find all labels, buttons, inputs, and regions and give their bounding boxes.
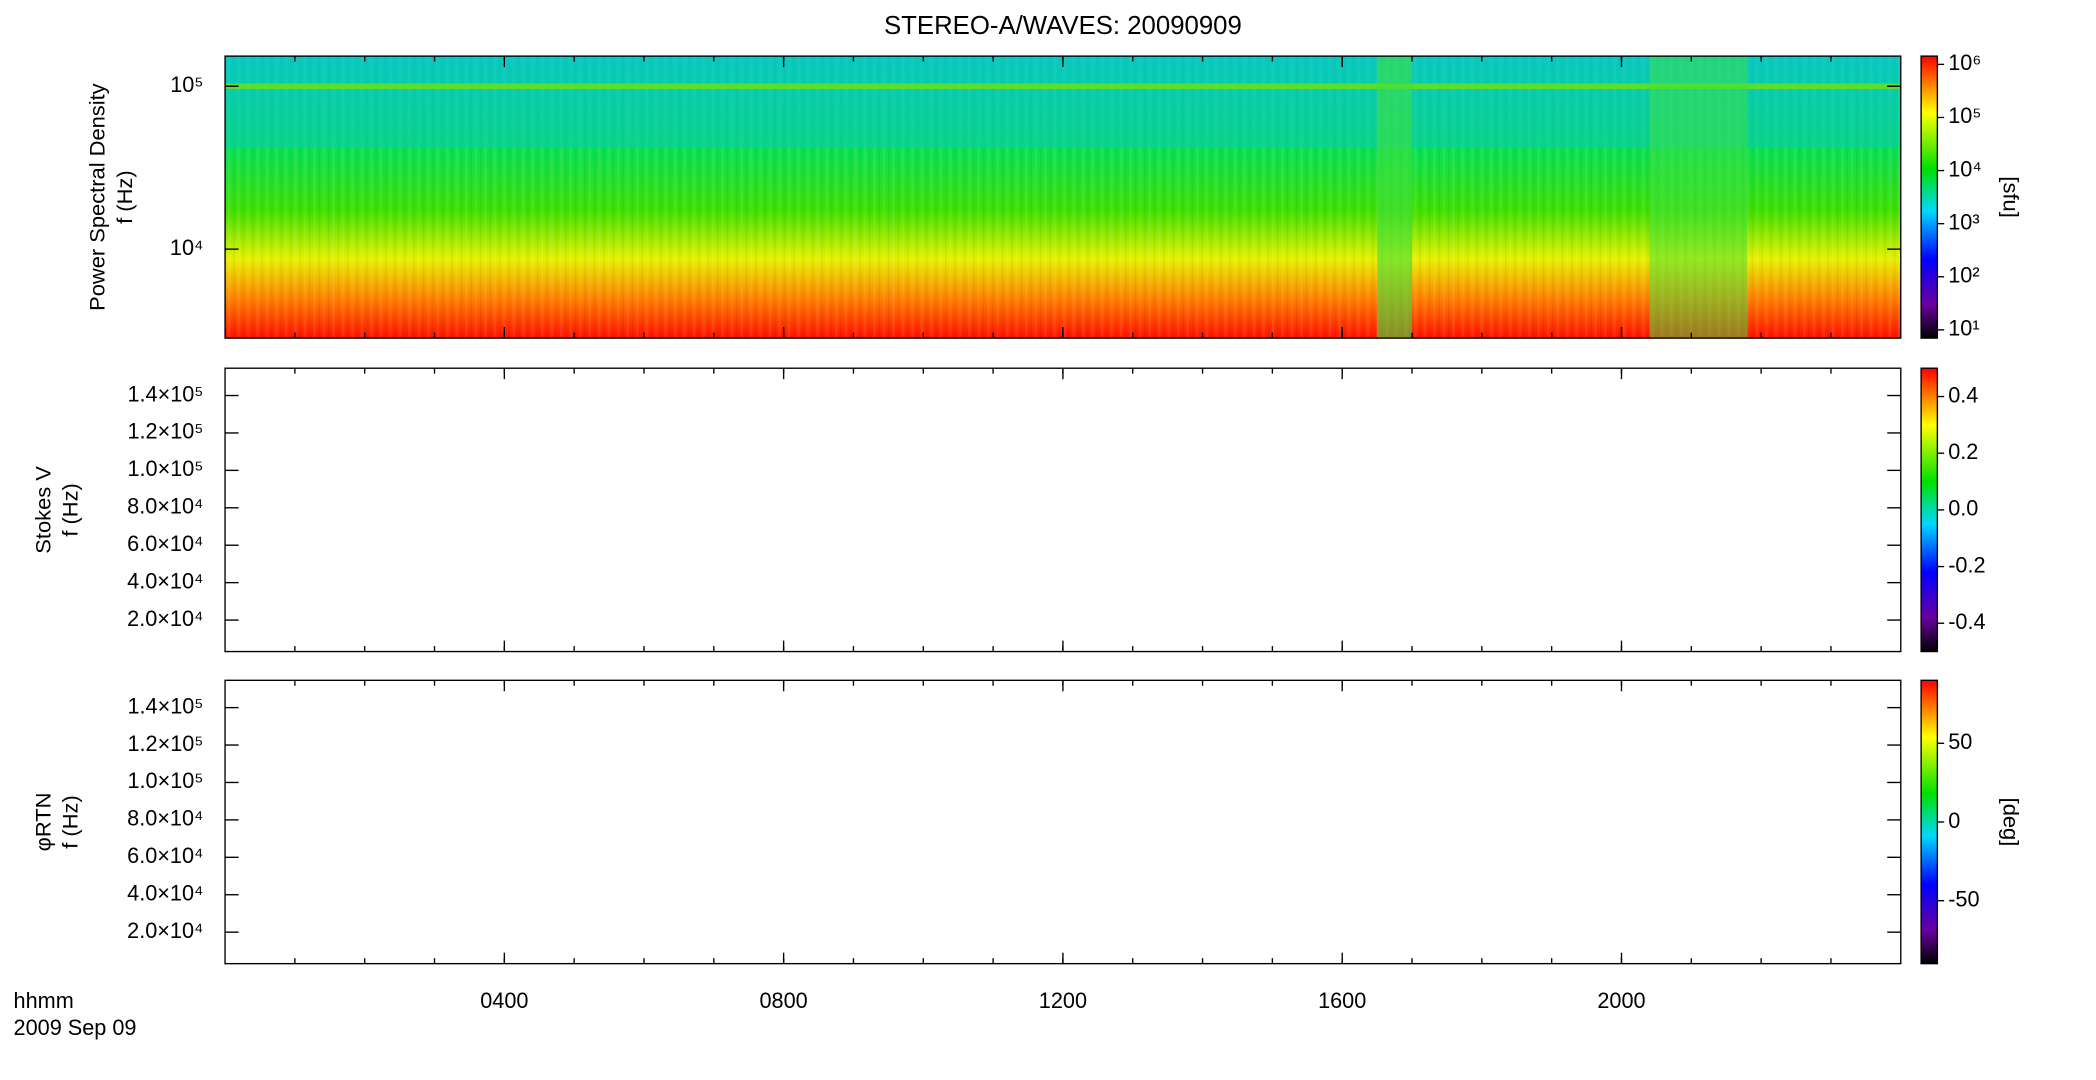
x-tick-label: 0400: [480, 988, 528, 1013]
y-tick-label: 1.4×10⁵: [127, 693, 203, 718]
plot-frame: [224, 367, 1902, 653]
x-axis-title: 2009 Sep 09: [14, 1015, 137, 1040]
colorbar-tick-label: 0.2: [1948, 439, 1978, 464]
y-tick-label: 2.0×10⁴: [127, 606, 203, 631]
y-axis-title: φRTN: [31, 793, 56, 852]
y-tick-label: 4.0×10⁴: [127, 880, 203, 905]
y-tick-label: 4.0×10⁴: [127, 568, 203, 593]
x-axis-title: hhmm: [14, 988, 74, 1013]
colorbar-tick-label: 0.4: [1948, 382, 1978, 407]
y-tick-label: 8.0×10⁴: [127, 493, 203, 518]
spectrogram-band: [225, 56, 1901, 148]
y-tick-label: 10⁴: [170, 235, 203, 260]
y-axis-title: f (Hz): [112, 170, 137, 223]
chart-title: STEREO-A/WAVES: 20090909: [884, 12, 1242, 40]
y-tick-label: 1.2×10⁵: [127, 731, 203, 756]
colorbar-tick-label: -50: [1948, 886, 1979, 911]
y-tick-label: 1.4×10⁵: [127, 381, 203, 406]
x-tick-label: 2000: [1597, 988, 1645, 1013]
y-axis-title: f (Hz): [58, 795, 83, 848]
spectrogram-gap: [1377, 56, 1413, 339]
colorbar-tick-label: -0.4: [1948, 609, 1985, 634]
y-tick-label: 1.2×10⁵: [127, 419, 203, 444]
x-tick-label: 0800: [760, 988, 808, 1013]
colorbar: [1920, 679, 1939, 965]
colorbar-tick-label: 10¹: [1948, 316, 1979, 341]
y-axis-title: Power Spectral Density: [85, 83, 110, 311]
y-axis-title: f (Hz): [58, 483, 83, 536]
y-axis-title: Stokes V: [31, 466, 56, 554]
y-tick-label: 6.0×10⁴: [127, 843, 203, 868]
plot-frame: [224, 679, 1902, 965]
y-tick-label: 1.0×10⁵: [127, 456, 203, 481]
colorbar-tick-label: 10⁵: [1948, 103, 1981, 128]
colorbar-tick-label: 10²: [1948, 262, 1979, 287]
colorbar: [1920, 367, 1939, 653]
colorbar-tick-label: 50: [1948, 729, 1972, 754]
y-tick-label: 6.0×10⁴: [127, 531, 203, 556]
x-tick-label: 1600: [1318, 988, 1366, 1013]
x-tick-label: 1200: [1039, 988, 1087, 1013]
y-tick-label: 1.0×10⁵: [127, 768, 203, 793]
colorbar-tick-label: 10⁶: [1948, 50, 1981, 75]
colorbar-tick-label: 0: [1948, 808, 1960, 833]
colorbar-tick-label: 10³: [1948, 209, 1979, 234]
colorbar-tick-label: 0.0: [1948, 496, 1978, 521]
colorbar: [1920, 55, 1939, 339]
colorbar-label: [deg]: [1999, 798, 2024, 847]
y-tick-label: 8.0×10⁴: [127, 806, 203, 831]
y-tick-label: 2.0×10⁴: [127, 918, 203, 943]
colorbar-tick-label: 10⁴: [1948, 156, 1981, 181]
colorbar-label: [sfu]: [1999, 176, 2024, 217]
colorbar-tick-label: -0.2: [1948, 552, 1985, 577]
y-tick-label: 10⁵: [170, 72, 203, 97]
spectrogram-line: [225, 83, 1901, 89]
spectrogram-gap: [1649, 56, 1748, 339]
